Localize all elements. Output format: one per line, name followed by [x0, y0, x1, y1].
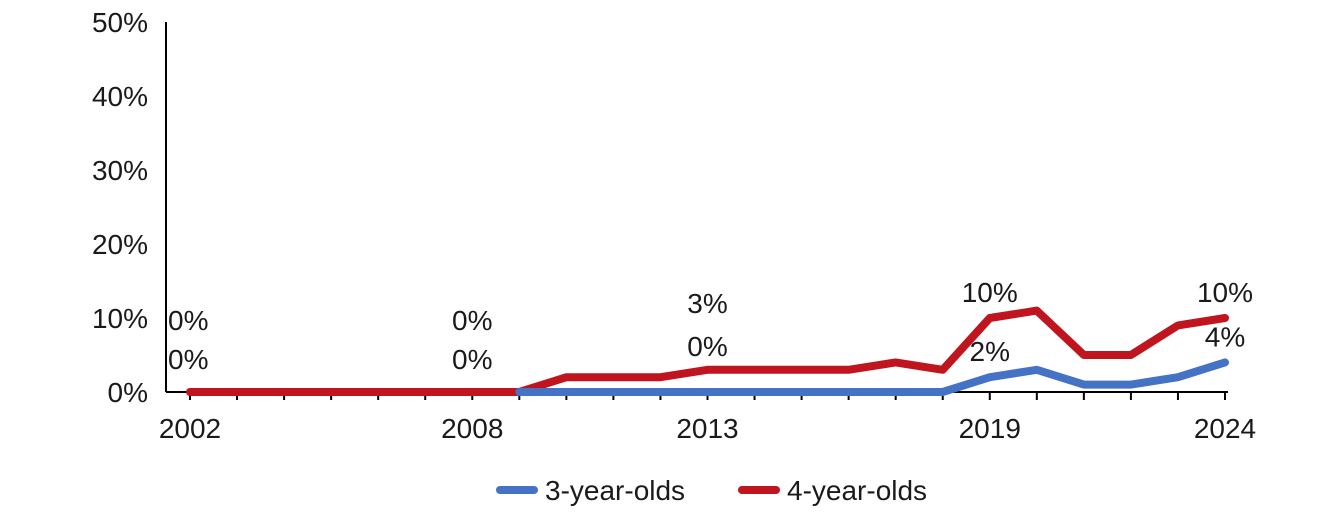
- y-tick-label: 50%: [92, 7, 148, 38]
- x-axis-tick-labels: 2002 2008 2013 2019 2024: [159, 413, 1256, 444]
- data-label: 0%: [452, 305, 492, 336]
- y-axis-tick-labels: 0% 10% 20% 30% 40% 50%: [92, 7, 148, 408]
- legend-label: 3-year-olds: [545, 475, 685, 506]
- data-label: 0%: [168, 344, 208, 375]
- legend-label: 4-year-olds: [787, 475, 927, 506]
- y-tick-label: 20%: [92, 229, 148, 260]
- series-line-4-year-olds: [186, 306, 1229, 396]
- legend: 3-year-olds 4-year-olds: [496, 475, 927, 506]
- x-tick-label: 2024: [1194, 413, 1256, 444]
- y-tick-label: 0%: [108, 377, 148, 408]
- series-line-3-year-olds: [515, 358, 1229, 396]
- data-label: 0%: [168, 305, 208, 336]
- data-label: 3%: [687, 288, 727, 319]
- data-label: 10%: [962, 277, 1018, 308]
- series-lines: [186, 306, 1229, 396]
- y-tick-label: 10%: [92, 303, 148, 334]
- y-tick-label: 40%: [92, 81, 148, 112]
- data-label: 2%: [970, 336, 1010, 367]
- y-tick-label: 30%: [92, 155, 148, 186]
- x-tick-label: 2013: [676, 413, 738, 444]
- data-label: 0%: [452, 344, 492, 375]
- x-tick-label: 2002: [159, 413, 221, 444]
- data-label: 10%: [1197, 277, 1253, 308]
- data-label: 4%: [1205, 321, 1245, 352]
- x-tick-label: 2008: [441, 413, 503, 444]
- data-labels: 0% 0% 0% 0% 3% 0% 10% 2% 10% 4%: [168, 277, 1253, 375]
- x-tick-label: 2019: [959, 413, 1021, 444]
- data-label: 0%: [687, 331, 727, 362]
